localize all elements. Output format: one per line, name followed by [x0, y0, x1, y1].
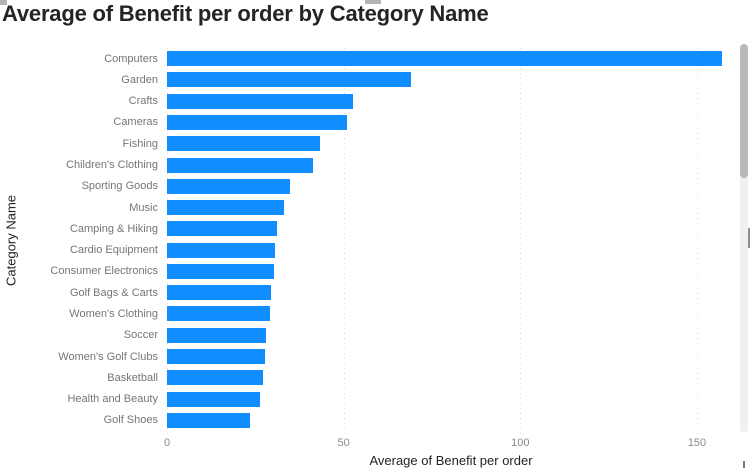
category-label: Women's Clothing: [69, 307, 158, 320]
x-tick-label: 100: [511, 437, 530, 449]
bar-cardio-equipment[interactable]: [167, 242, 275, 258]
chart-title: Average of Benefit per order by Category…: [2, 1, 489, 26]
x-gridline: [343, 48, 345, 435]
bar-golf-bags-carts[interactable]: [167, 285, 271, 301]
category-label: Cameras: [113, 116, 158, 129]
category-label: Fishing: [122, 137, 158, 150]
bar-cameras[interactable]: [167, 114, 348, 130]
bar-golf-shoes[interactable]: [167, 412, 251, 428]
bar-garden[interactable]: [167, 72, 411, 88]
bar-sporting-goods[interactable]: [167, 178, 290, 194]
bar-fishing[interactable]: [167, 136, 321, 152]
category-label: Women's Golf Clubs: [58, 350, 158, 363]
bar-music[interactable]: [167, 200, 284, 216]
bar-soccer[interactable]: [167, 327, 267, 343]
bar-children-s-clothing[interactable]: [167, 157, 313, 173]
x-axis-title: Average of Benefit per order: [369, 453, 533, 468]
category-label: Music: [129, 201, 158, 214]
window-edge-artifact: [743, 461, 745, 468]
x-tick-label: 50: [337, 437, 350, 449]
bar-basketball[interactable]: [167, 370, 263, 386]
selection-handle-top-middle[interactable]: [365, 0, 381, 4]
bar-health-and-beauty[interactable]: [167, 391, 260, 407]
category-label: Cardio Equipment: [69, 244, 158, 257]
bar-women-s-golf-clubs[interactable]: [167, 349, 265, 365]
scrollbar-thumb[interactable]: [740, 44, 748, 178]
category-label: Computers: [104, 52, 158, 65]
bar-crafts[interactable]: [167, 93, 353, 109]
x-tick-label: 150: [687, 437, 707, 449]
x-tick-label: 0: [163, 437, 171, 449]
selection-handle-top-left[interactable]: [0, 0, 7, 5]
category-label: Golf Shoes: [103, 414, 158, 427]
x-gridline: [167, 48, 168, 435]
window-scrollbar-fragment: [748, 228, 750, 248]
bar-consumer-electronics[interactable]: [167, 263, 275, 279]
bar-camping-hiking[interactable]: [167, 221, 277, 237]
scrollbar-track[interactable]: [740, 44, 748, 433]
category-label: Garden: [121, 73, 158, 86]
bar-women-s-clothing[interactable]: [167, 306, 271, 322]
category-label: Camping & Hiking: [69, 222, 158, 235]
category-label: Soccer: [123, 329, 158, 342]
category-label: Consumer Electronics: [50, 265, 158, 278]
category-label: Crafts: [128, 95, 158, 108]
bar-computers[interactable]: [167, 51, 722, 67]
category-label: Health and Beauty: [67, 393, 158, 406]
x-gridline: [697, 48, 698, 435]
category-label: Basketball: [107, 371, 158, 384]
category-label: Sporting Goods: [81, 180, 158, 193]
category-label: Golf Bags & Carts: [69, 286, 158, 299]
category-label: Children's Clothing: [66, 159, 158, 171]
x-gridline: [520, 48, 522, 435]
